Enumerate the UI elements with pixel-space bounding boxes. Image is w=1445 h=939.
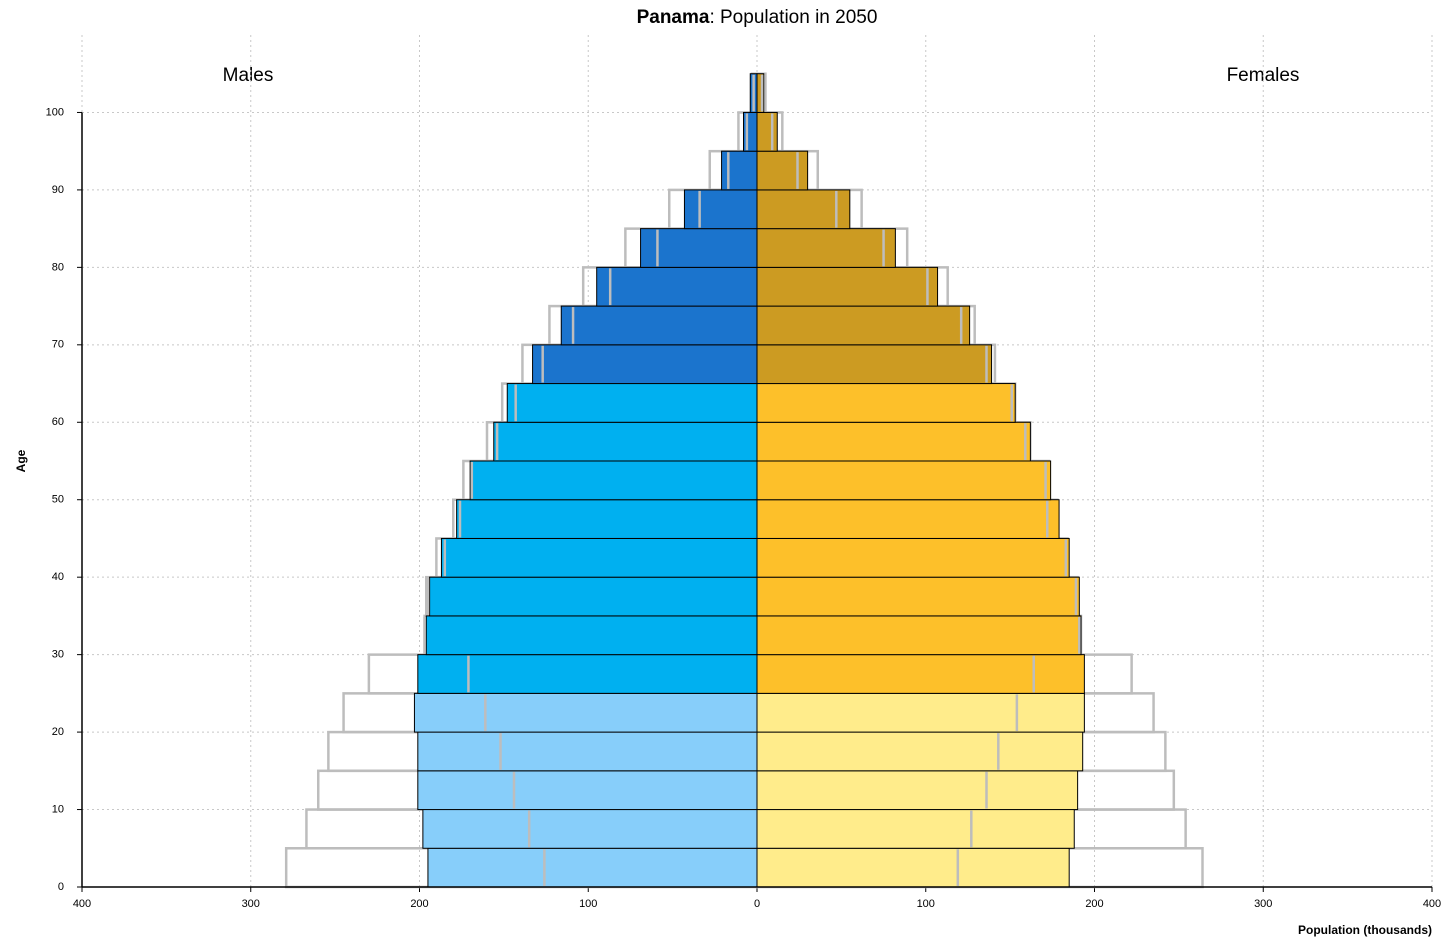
bar [756, 576, 1080, 617]
bar [422, 809, 758, 849]
y-axis-label: Age [14, 449, 28, 472]
x-tick-label: 400 [1423, 898, 1441, 910]
bar [493, 421, 758, 462]
bar [756, 809, 1075, 849]
bar [756, 111, 778, 152]
chart-title: Panama: Population in 2050 [637, 7, 878, 28]
y-tick-label: 40 [52, 571, 64, 583]
bar [425, 615, 758, 656]
bar [427, 847, 758, 888]
bar [756, 499, 1060, 539]
y-tick-label: 100 [46, 106, 64, 118]
bar [456, 499, 758, 539]
x-tick-label: 400 [73, 898, 91, 910]
y-tick-label: 30 [52, 649, 64, 661]
bar [417, 731, 758, 772]
y-tick-label: 10 [52, 803, 64, 815]
bar [756, 383, 1016, 423]
y-tick-label: 20 [52, 726, 64, 738]
bar [756, 654, 1085, 694]
bar [417, 770, 758, 811]
bar [683, 189, 758, 230]
x-tick-label: 200 [1085, 898, 1103, 910]
bar [440, 537, 758, 578]
bar [756, 692, 1085, 733]
title-bold: Panama [637, 7, 710, 28]
bar [756, 537, 1070, 578]
x-tick-label: 0 [754, 898, 760, 910]
bar [756, 266, 939, 307]
bar [743, 111, 758, 152]
y-tick-label: 60 [52, 416, 64, 428]
bar [640, 228, 758, 268]
bar [756, 73, 765, 113]
y-tick-label: 80 [52, 261, 64, 273]
y-tick-label: 70 [52, 339, 64, 351]
bar [756, 731, 1084, 772]
bar [417, 654, 758, 694]
bar [756, 189, 851, 230]
bar [756, 344, 993, 385]
x-tick-label: 200 [410, 898, 428, 910]
bar [429, 576, 758, 617]
bar [756, 460, 1052, 501]
bar [506, 383, 758, 423]
x-axis-label: Population (thousands) [1298, 923, 1432, 937]
males-label: Males [223, 65, 274, 86]
x-tick-label: 300 [242, 898, 260, 910]
bar [596, 266, 758, 307]
y-tick-label: 0 [58, 881, 64, 893]
bar [756, 770, 1079, 811]
x-tick-label: 300 [1254, 898, 1272, 910]
bar [532, 344, 758, 385]
bar [756, 228, 896, 268]
bar [413, 692, 758, 733]
y-tick-label: 90 [52, 184, 64, 196]
title-rest: : Population in 2050 [709, 7, 877, 28]
x-tick-label: 100 [579, 898, 597, 910]
x-tick-label: 100 [917, 898, 935, 910]
bar [756, 847, 1070, 888]
bar [756, 421, 1031, 462]
bar [756, 305, 971, 346]
y-tick-label: 50 [52, 494, 64, 506]
bar [721, 150, 758, 191]
bar [560, 305, 758, 346]
bar [469, 460, 758, 501]
bar [756, 615, 1082, 656]
bar [756, 150, 809, 191]
